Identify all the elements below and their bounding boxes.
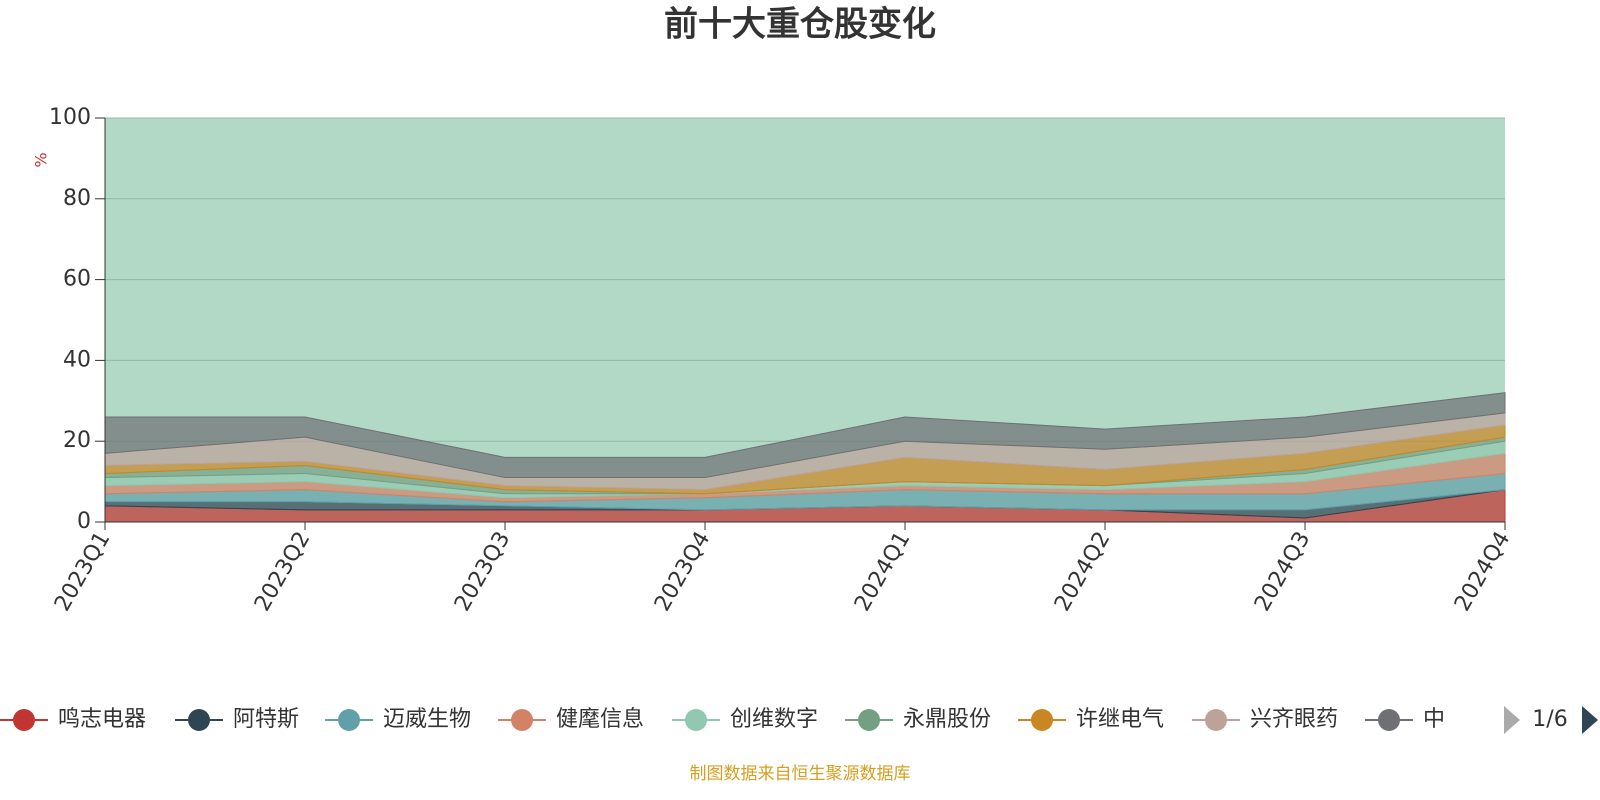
x-tick-label: 2023Q3 [450,528,515,616]
legend-page: 1/6 [1532,707,1567,732]
x-tick-label: 2024Q2 [1050,528,1115,616]
y-tick-label: 20 [63,428,91,453]
footer: 制图数据来自恒生聚源数据库 [690,764,911,784]
legend-item[interactable]: 鸣志电器 [0,707,146,732]
legend-label: 创维数字 [730,707,818,732]
legend-symbol [13,709,35,731]
legend-item[interactable]: 阿特斯 [175,707,299,732]
x-tick-label: 2024Q1 [850,528,915,616]
legend-symbol [858,709,880,731]
chart-title: 前十大重仓股变化 [664,5,936,45]
legend-label: 永鼎股份 [903,707,991,732]
legend-symbol [338,709,360,731]
x-tick-label: 2023Q4 [650,528,715,616]
x-tick-label: 2024Q4 [1450,528,1515,616]
legend-item[interactable]: 创维数字 [672,707,818,732]
legend-label: 许继电气 [1076,707,1164,732]
legend-symbol [1378,709,1400,731]
x-tick-label: 2024Q3 [1250,528,1315,616]
legend-item[interactable]: 永鼎股份 [845,707,991,732]
y-tick-label: 80 [63,186,91,211]
legend-item[interactable]: 许继电气 [1018,707,1164,732]
legend-symbol [685,709,707,731]
legend-symbol [511,709,533,731]
y-tick-label: 0 [77,509,91,534]
legend-prev[interactable] [1504,706,1520,734]
legend-symbol [1031,709,1053,731]
legend-symbol [1205,709,1227,731]
legend-item[interactable]: 健麾信息 [498,707,644,732]
y-axis-label: % [32,152,51,167]
legend-label: 健麾信息 [556,707,644,732]
area [104,392,1506,479]
legend-symbol [188,709,210,731]
x-tick-label: 2023Q1 [50,528,115,616]
x-tick-label: 2023Q2 [250,528,315,616]
y-tick-label: 100 [49,105,91,130]
legend-label: 迈威生物 [383,707,471,732]
legend-label: 兴齐眼药 [1250,707,1338,732]
y-tick-label: 60 [63,267,91,292]
legend-label: 鸣志电器 [58,707,146,732]
legend-label: 中 [1423,707,1445,732]
legend-next[interactable] [1582,706,1598,734]
legend-item[interactable]: 迈威生物 [325,707,471,732]
y-tick-label: 40 [63,347,91,372]
legend-label: 阿特斯 [233,707,299,732]
legend-item[interactable]: 中 [1365,707,1445,732]
legend-item[interactable]: 兴齐眼药 [1192,707,1338,732]
